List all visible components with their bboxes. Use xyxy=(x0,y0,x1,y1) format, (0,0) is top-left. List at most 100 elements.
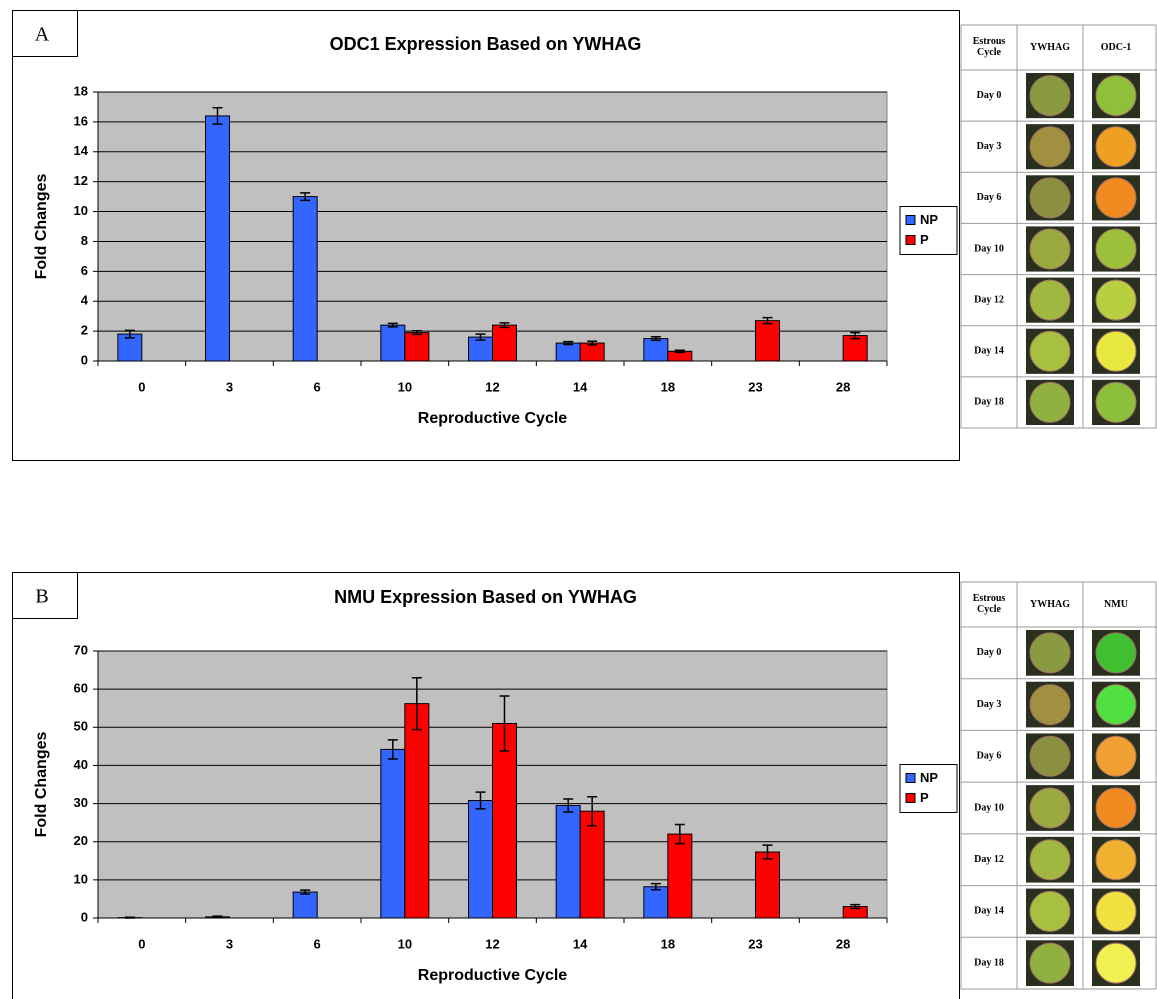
spot xyxy=(1030,229,1070,269)
table-row-label: Day 14 xyxy=(974,346,1004,357)
spot xyxy=(1030,840,1070,880)
table-row-label: Day 3 xyxy=(977,141,1002,152)
table-header: YWHAG xyxy=(1030,599,1070,610)
spot xyxy=(1096,891,1136,931)
spot xyxy=(1096,840,1136,880)
spot xyxy=(1030,178,1070,218)
y-tick-label: 20 xyxy=(74,833,88,848)
y-tick-label: 12 xyxy=(74,173,88,188)
bar xyxy=(493,723,517,918)
bar xyxy=(756,321,780,361)
y-tick-label: 8 xyxy=(81,233,88,248)
table-row-label: Day 12 xyxy=(974,294,1004,305)
bar xyxy=(381,325,405,361)
y-tick-label: 4 xyxy=(81,293,89,308)
bar xyxy=(644,887,668,918)
table-row-label: Day 10 xyxy=(974,243,1004,254)
y-axis-title: Fold Changes xyxy=(33,174,50,280)
spot xyxy=(1096,685,1136,725)
chart-title: ODC1 Expression Based on YWHAG xyxy=(330,34,642,54)
y-tick-label: 70 xyxy=(74,642,88,657)
table-row-label: Day 6 xyxy=(977,751,1002,762)
x-tick-label: 28 xyxy=(836,936,850,951)
y-tick-label: 16 xyxy=(74,113,88,128)
bar xyxy=(469,801,493,918)
chart-title: NMU Expression Based on YWHAG xyxy=(334,587,637,607)
table-row-label: Day 0 xyxy=(977,647,1002,658)
x-tick-label: 23 xyxy=(748,379,762,394)
bar xyxy=(556,805,580,918)
spot xyxy=(1096,331,1136,371)
x-tick-label: 18 xyxy=(661,936,675,951)
table-row-label: Day 18 xyxy=(974,397,1004,408)
y-tick-label: 50 xyxy=(74,719,88,734)
y-tick-label: 40 xyxy=(74,757,88,772)
spot xyxy=(1096,76,1136,116)
y-tick-label: 2 xyxy=(81,323,88,338)
error-bar xyxy=(125,917,135,918)
bar xyxy=(206,116,230,361)
x-axis-title: Reproductive Cycle xyxy=(418,410,567,427)
legend-label: NP xyxy=(920,212,938,227)
table-header: NMU xyxy=(1104,599,1128,610)
legend-label: P xyxy=(920,232,929,247)
panel-label: A xyxy=(35,24,50,46)
bar xyxy=(668,834,692,918)
legend-swatch xyxy=(906,216,915,225)
y-tick-label: 30 xyxy=(74,795,88,810)
y-tick-label: 0 xyxy=(81,352,88,367)
spot xyxy=(1030,280,1070,320)
bar xyxy=(405,704,429,918)
table-row-label: Day 0 xyxy=(977,90,1002,101)
spot xyxy=(1030,127,1070,167)
x-tick-label: 6 xyxy=(314,379,321,394)
spot xyxy=(1030,382,1070,422)
x-tick-label: 12 xyxy=(485,379,499,394)
spot xyxy=(1096,127,1136,167)
x-tick-label: 10 xyxy=(398,379,412,394)
spot xyxy=(1030,891,1070,931)
legend-swatch xyxy=(906,794,915,803)
y-tick-label: 14 xyxy=(74,143,89,158)
spot xyxy=(1030,76,1070,116)
figure: A024681012141618036101214182328ODC1 Expr… xyxy=(0,0,1157,999)
y-tick-label: 0 xyxy=(81,909,88,924)
bar xyxy=(644,339,668,361)
bar xyxy=(756,852,780,918)
x-tick-label: 18 xyxy=(661,379,675,394)
bar xyxy=(556,343,580,361)
panel-label: B xyxy=(35,586,48,608)
table-header: ODC-1 xyxy=(1101,42,1132,53)
table-header: YWHAG xyxy=(1030,42,1070,53)
x-axis-title: Reproductive Cycle xyxy=(418,967,567,984)
x-tick-label: 23 xyxy=(748,936,762,951)
x-tick-label: 0 xyxy=(138,379,145,394)
y-tick-label: 6 xyxy=(81,263,88,278)
bar xyxy=(580,811,604,918)
x-tick-label: 3 xyxy=(226,379,233,394)
spot xyxy=(1096,229,1136,269)
bar xyxy=(293,197,317,361)
spot xyxy=(1096,633,1136,673)
bar xyxy=(580,343,604,361)
table-row-label: Day 10 xyxy=(974,802,1004,813)
x-tick-label: 3 xyxy=(226,936,233,951)
spot xyxy=(1030,685,1070,725)
table-row-label: Day 14 xyxy=(974,906,1004,917)
x-tick-label: 0 xyxy=(138,936,145,951)
x-tick-label: 6 xyxy=(314,936,321,951)
spot xyxy=(1030,943,1070,983)
spot xyxy=(1030,736,1070,776)
spot xyxy=(1096,736,1136,776)
table-row-label: Day 12 xyxy=(974,854,1004,865)
y-tick-label: 10 xyxy=(74,871,88,886)
bar xyxy=(381,749,405,918)
legend-swatch xyxy=(906,774,915,783)
bar xyxy=(405,333,429,361)
bar xyxy=(843,336,867,361)
x-tick-label: 10 xyxy=(398,936,412,951)
spot xyxy=(1030,331,1070,371)
spot xyxy=(1096,178,1136,218)
y-tick-label: 10 xyxy=(74,203,88,218)
